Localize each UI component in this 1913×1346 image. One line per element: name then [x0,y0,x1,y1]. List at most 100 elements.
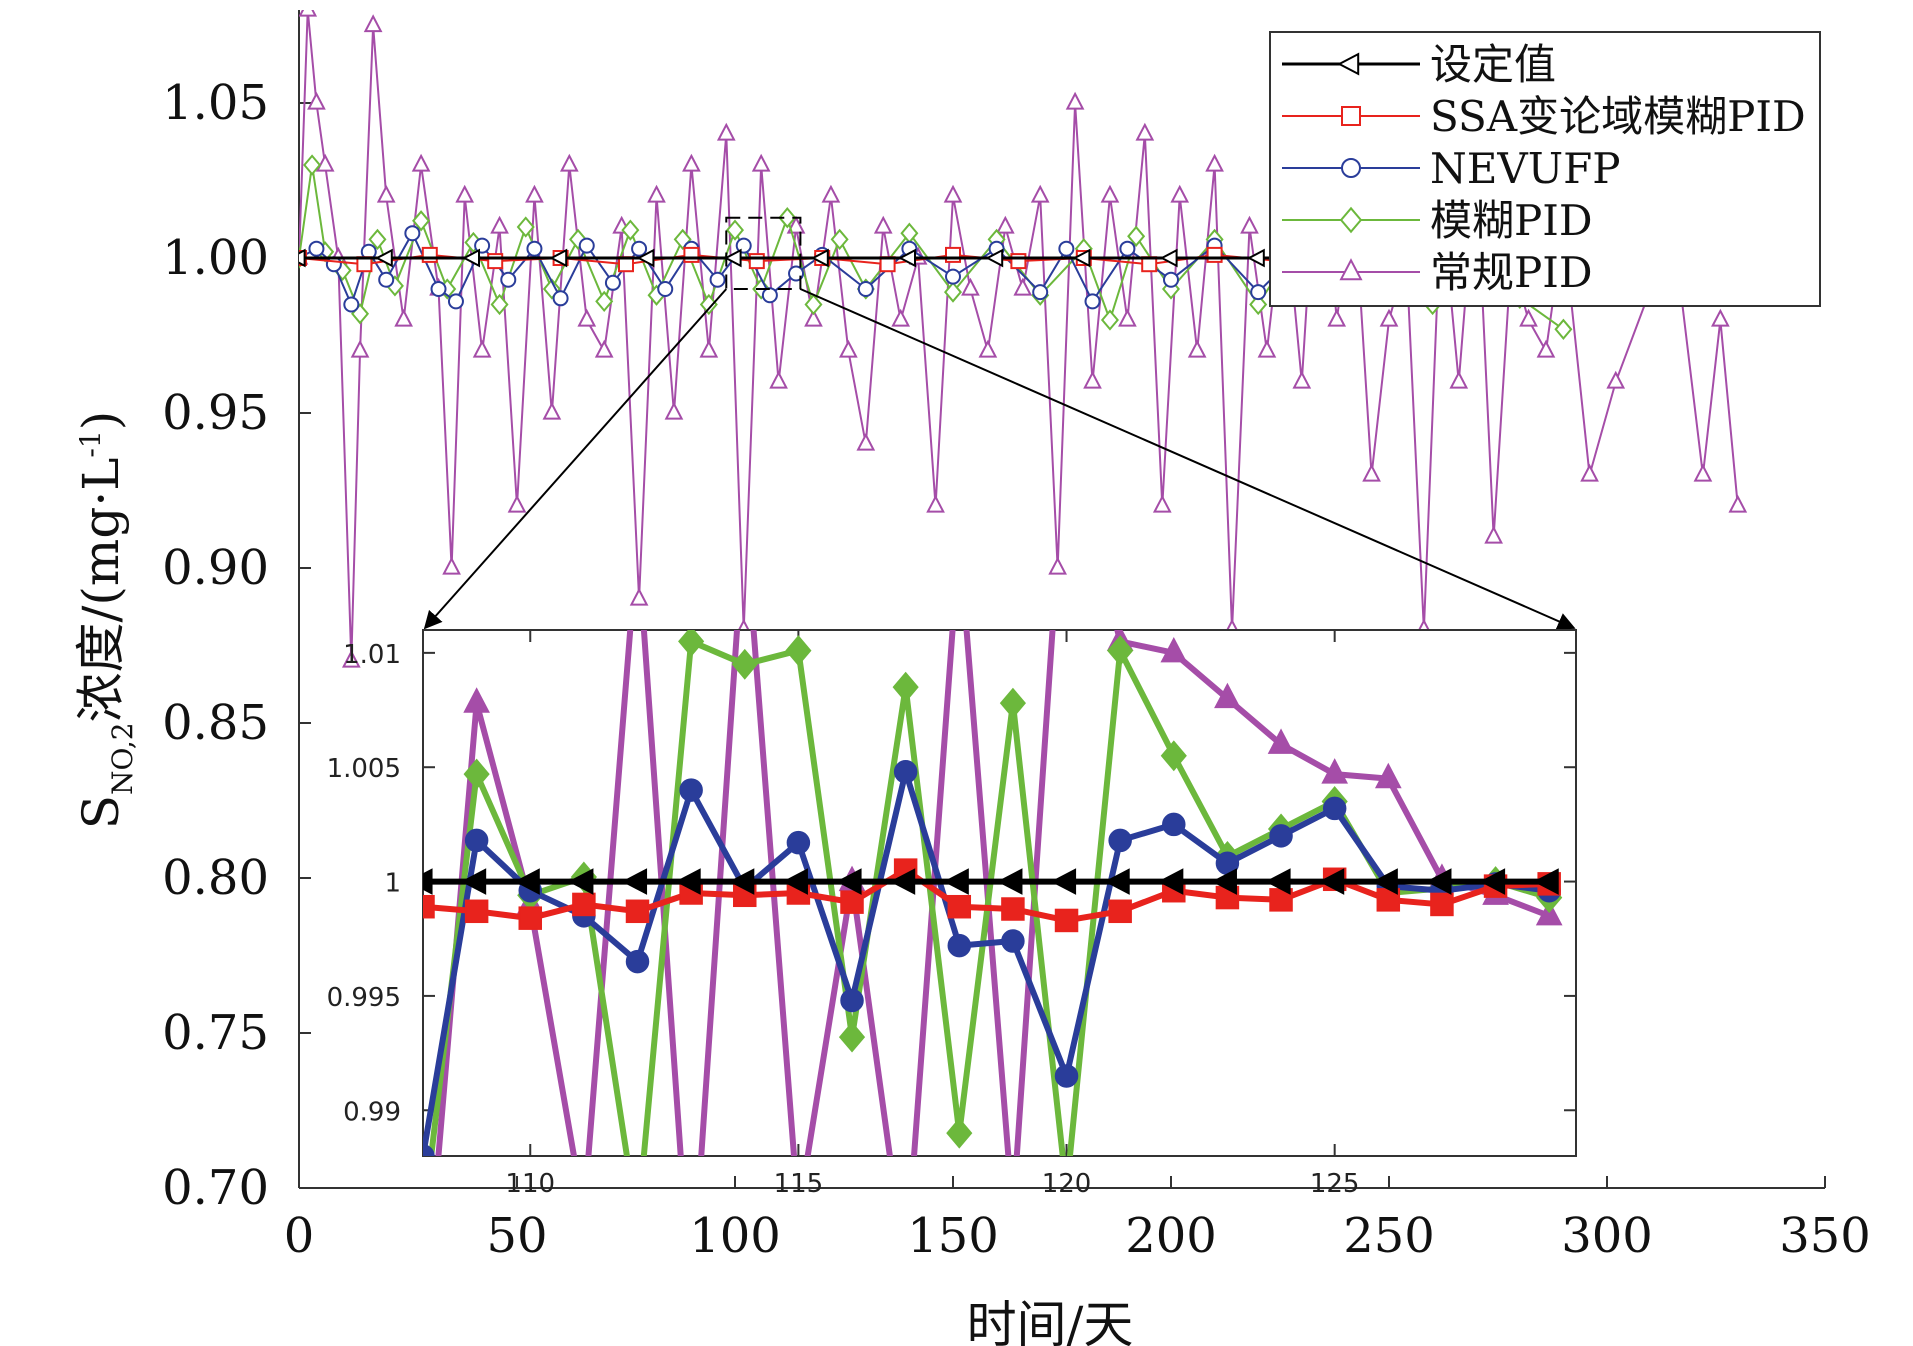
inset-data-point [1269,824,1293,848]
data-point [1519,308,1538,327]
data-point [1205,153,1224,172]
data-point [1240,215,1259,234]
inset-data-point [514,868,540,895]
inset-data-point [889,868,916,895]
data-point [442,556,461,575]
legend-label: NEVUFP [1430,144,1621,193]
inset-data-point [786,830,811,855]
inset-x-tick-label: 120 [1042,1169,1092,1199]
data-point [474,237,491,254]
data-point [810,248,829,268]
y-tick-label: 0.75 [162,1005,269,1061]
inset-plot: 110 115 120 125 0.99 0.995 1 1.005 1.01 [327,410,1577,1313]
data-point [1536,339,1556,358]
data-point [657,281,674,297]
inset-data-point [1001,929,1025,953]
data-point [1058,240,1075,257]
inset-tick-labels: 110 115 120 125 0.99 0.995 1 1.005 1.01 [327,640,1360,1199]
data-point [1163,271,1179,288]
y-axis-title-sub: NO,2 [106,722,139,795]
inset-data-point [996,868,1023,895]
data-point [343,296,360,313]
inset-series-line [435,630,1551,1156]
inset-data-point [1479,868,1506,895]
data-point [542,401,562,420]
inset-data-point [946,1117,973,1149]
inset-data-point [728,868,755,895]
y-tick-label: 0.70 [162,1160,269,1216]
data-point [778,207,797,229]
data-point [368,228,387,251]
inset-data-point [840,988,864,1013]
data-point [945,268,961,285]
inset-data-point [1050,868,1077,895]
inset-data-point [678,630,705,657]
inset-data-point [679,1290,703,1313]
inset-data-point [1426,868,1452,895]
data-point [299,10,318,17]
data-point [341,649,361,668]
data-point [1292,370,1312,389]
inset-data-point [947,524,971,547]
legend-label: 常规PID [1430,248,1593,297]
inset-data-point [892,671,919,703]
inset-data-point [731,648,758,680]
inset-y-tick-label: 1.005 [327,754,401,784]
x-tick-label: 50 [486,1208,547,1264]
inset-data-point [999,687,1026,719]
data-point [500,271,517,288]
inset-data-point [1430,892,1454,917]
data-point [462,248,480,268]
data-point [1170,184,1190,203]
legend-item: 模糊PID [1282,196,1593,245]
inset-x-tick-label: 125 [1310,1169,1360,1199]
data-point [856,432,876,451]
data-point [421,246,438,263]
data-point [735,237,752,254]
data-point [299,248,306,268]
zoom-arrow-right [799,288,1576,630]
legend-label: SSA变论域模糊PID [1430,92,1806,141]
inset-data-point [621,868,648,895]
inset-x-tick-label: 115 [774,1169,824,1199]
y-tick-label: 1.00 [162,230,269,286]
inset-data-point [733,501,757,524]
y-axis-title-sup: -1 [74,430,107,457]
data-point [1152,494,1172,513]
data-point [1100,309,1119,331]
data-point [1379,308,1399,327]
data-point [516,216,535,238]
inset-series-line [423,768,1550,1156]
legend-swatch-marker [1341,106,1361,126]
inset-data-point [1160,636,1188,663]
inset-data-point [943,868,969,895]
inset-data-point [625,1210,649,1239]
legend-item: SSA变论域模糊PID [1282,92,1806,141]
data-point [804,293,823,316]
y-axis-title-rest: 浓度/(mg·L [72,458,130,723]
data-point [394,308,413,327]
inset-data-point [1054,410,1078,433]
inset-data-point [893,760,918,784]
data-point [350,339,370,358]
data-point [961,277,980,296]
inset-data-point [947,894,972,919]
data-point [629,587,649,606]
legend-swatch-marker [1339,206,1363,234]
data-point [682,153,701,172]
data-point [1606,370,1626,389]
inset-data-point [423,868,433,895]
data-point [363,14,383,33]
data-point [1072,248,1091,268]
inset-data-point [1162,812,1186,837]
data-point [307,91,326,110]
data-point [723,248,742,268]
inset-data-point [947,933,972,958]
data-point [647,184,666,203]
data-point [621,219,640,241]
legend-item: 设定值 [1282,40,1556,89]
data-point [374,248,393,268]
inset-data-point [423,1144,435,1156]
